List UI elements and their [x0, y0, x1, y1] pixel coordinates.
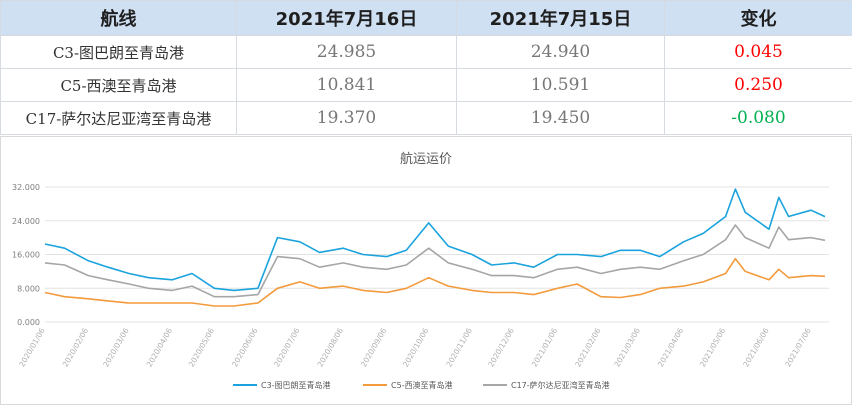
x-tick-label: 2020/05/06	[187, 326, 217, 368]
y-tick-label: 24.000	[12, 217, 40, 226]
x-tick-label: 2020/02/06	[61, 326, 91, 368]
chart-title: 航运运价	[400, 151, 452, 167]
x-tick-label: 2021/04/06	[656, 326, 686, 368]
route-cell: C17-萨尔达尼亚湾至青岛港	[1, 102, 237, 135]
change-cell: 0.045	[665, 36, 852, 69]
y-tick-label: 0.000	[17, 318, 40, 327]
table-row: C17-萨尔达尼亚湾至青岛港 19.370 19.450 -0.080	[1, 102, 852, 135]
table-row: C5-西澳至青岛港 10.841 10.591 0.250	[1, 69, 852, 102]
series-line-3	[45, 225, 825, 297]
x-tick-label: 2020/10/06	[401, 326, 431, 368]
x-axis: 2020/01/06 2020/02/06 2020/03/06 2020/04/06…	[17, 326, 813, 368]
value-cell-15: 19.450	[457, 102, 665, 135]
change-cell: 0.250	[665, 69, 852, 102]
change-cell: -0.080	[665, 102, 852, 135]
y-tick-label: 32.000	[12, 183, 40, 192]
legend-label: C3-图巴朗至青岛港	[261, 380, 331, 390]
x-tick-label: 2020/12/06	[486, 326, 516, 368]
header-change: 变化	[665, 1, 852, 36]
chart-legend: C3-图巴朗至青岛港 C5-西澳至青岛港 C17-萨尔达尼亚湾至青岛港	[233, 380, 610, 390]
value-cell-16: 10.841	[237, 69, 457, 102]
x-tick-label: 2021/06/06	[741, 326, 771, 368]
value-cell-15: 24.940	[457, 36, 665, 69]
x-tick-label: 2020/01/06	[17, 326, 47, 368]
route-cell: C3-图巴朗至青岛港	[1, 36, 237, 69]
legend-label: C17-萨尔达尼亚湾至青岛港	[511, 380, 610, 390]
x-tick-label: 2020/07/06	[272, 326, 302, 368]
x-tick-label: 2020/09/06	[359, 326, 389, 368]
freight-rate-chart: 航运运价 0.000 8.000 16.000 24.000 32.000 2020/0…	[1, 137, 851, 404]
y-tick-label: 16.000	[12, 251, 40, 260]
x-tick-label: 2021/07/06	[783, 326, 813, 368]
chart-panel: 航运运价 0.000 8.000 16.000 24.000 32.000 2020/0…	[0, 136, 852, 405]
legend-label: C5-西澳至青岛港	[391, 380, 453, 390]
x-tick-label: 2021/02/06	[573, 326, 603, 368]
x-tick-label: 2021/05/06	[698, 326, 728, 368]
value-cell-16: 19.370	[237, 102, 457, 135]
header-date-15: 2021年7月15日	[457, 1, 665, 36]
series-line-2	[45, 259, 825, 306]
header-date-16: 2021年7月16日	[237, 1, 457, 36]
x-tick-label: 2020/08/06	[316, 326, 346, 368]
y-axis: 0.000 8.000 16.000 24.000 32.000	[12, 183, 40, 327]
rate-table: 航线 2021年7月16日 2021年7月15日 变化 C3-图巴朗至青岛港 2…	[0, 0, 852, 135]
value-cell-15: 10.591	[457, 69, 665, 102]
x-tick-label: 2020/03/06	[101, 326, 131, 368]
x-tick-label: 2021/01/06	[530, 326, 560, 368]
x-tick-label: 2021/03/06	[612, 326, 642, 368]
table-row: C3-图巴朗至青岛港 24.985 24.940 0.045	[1, 36, 852, 69]
x-tick-label: 2020/06/06	[230, 326, 260, 368]
x-tick-label: 2020/04/06	[145, 326, 175, 368]
value-cell-16: 24.985	[237, 36, 457, 69]
x-tick-label: 2020/11/06	[444, 326, 474, 368]
route-cell: C5-西澳至青岛港	[1, 69, 237, 102]
table-header-row: 航线 2021年7月16日 2021年7月15日 变化	[1, 1, 852, 36]
header-route: 航线	[1, 1, 237, 36]
series-line-1	[45, 189, 825, 290]
y-tick-label: 8.000	[17, 284, 40, 293]
